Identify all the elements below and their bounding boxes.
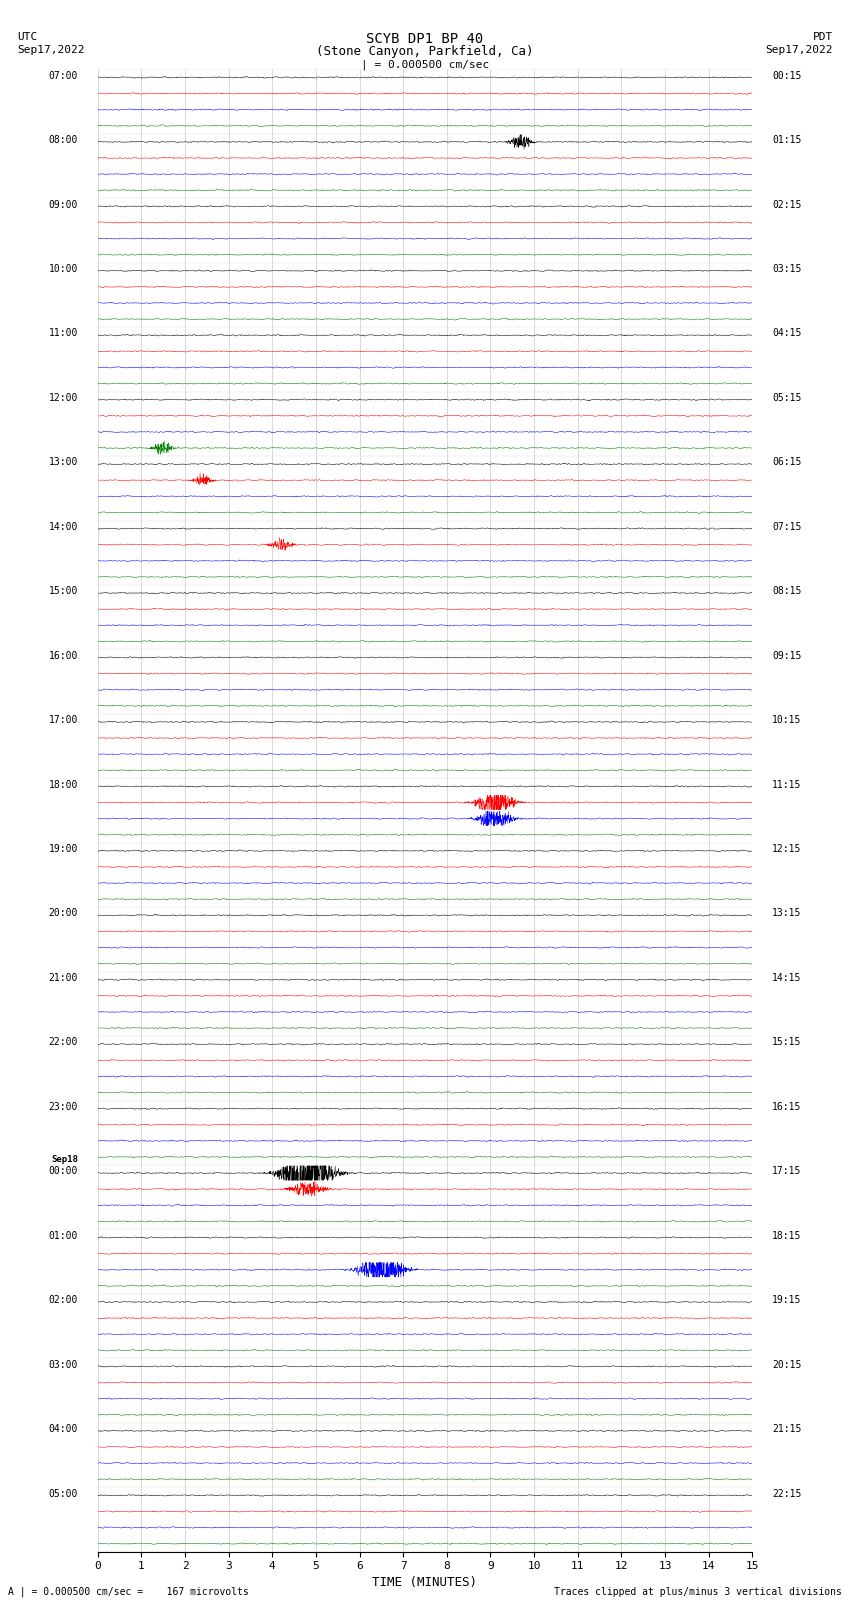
Text: 07:15: 07:15: [772, 521, 802, 532]
Text: 21:00: 21:00: [48, 973, 78, 982]
Text: 10:00: 10:00: [48, 265, 78, 274]
Text: 18:00: 18:00: [48, 779, 78, 790]
Text: 08:00: 08:00: [48, 135, 78, 145]
Text: 03:15: 03:15: [772, 265, 802, 274]
Text: 04:15: 04:15: [772, 329, 802, 339]
Text: 02:15: 02:15: [772, 200, 802, 210]
Text: SCYB DP1 BP 40: SCYB DP1 BP 40: [366, 32, 484, 47]
Text: 00:00: 00:00: [48, 1166, 78, 1176]
Text: 03:00: 03:00: [48, 1360, 78, 1369]
Text: 19:15: 19:15: [772, 1295, 802, 1305]
Text: 09:15: 09:15: [772, 650, 802, 661]
Text: 17:00: 17:00: [48, 715, 78, 726]
Text: A | = 0.000500 cm/sec =    167 microvolts: A | = 0.000500 cm/sec = 167 microvolts: [8, 1586, 249, 1597]
Text: 11:15: 11:15: [772, 779, 802, 790]
Text: 05:00: 05:00: [48, 1489, 78, 1498]
Text: 12:00: 12:00: [48, 394, 78, 403]
Text: 20:00: 20:00: [48, 908, 78, 918]
Text: 23:00: 23:00: [48, 1102, 78, 1111]
Text: 15:00: 15:00: [48, 586, 78, 597]
Text: 21:15: 21:15: [772, 1424, 802, 1434]
Text: 14:00: 14:00: [48, 521, 78, 532]
Text: 12:15: 12:15: [772, 844, 802, 853]
Text: 00:15: 00:15: [772, 71, 802, 81]
Text: 06:15: 06:15: [772, 458, 802, 468]
Text: 02:00: 02:00: [48, 1295, 78, 1305]
Text: 10:15: 10:15: [772, 715, 802, 726]
Text: 15:15: 15:15: [772, 1037, 802, 1047]
Text: 17:15: 17:15: [772, 1166, 802, 1176]
Text: 13:00: 13:00: [48, 458, 78, 468]
Text: 01:15: 01:15: [772, 135, 802, 145]
Text: 05:15: 05:15: [772, 394, 802, 403]
Text: 22:00: 22:00: [48, 1037, 78, 1047]
Text: 16:00: 16:00: [48, 650, 78, 661]
Text: 08:15: 08:15: [772, 586, 802, 597]
Text: 16:15: 16:15: [772, 1102, 802, 1111]
Text: 14:15: 14:15: [772, 973, 802, 982]
Text: 01:00: 01:00: [48, 1231, 78, 1240]
Text: UTC: UTC: [17, 32, 37, 42]
Text: 22:15: 22:15: [772, 1489, 802, 1498]
Text: (Stone Canyon, Parkfield, Ca): (Stone Canyon, Parkfield, Ca): [316, 45, 534, 58]
Text: Sep18: Sep18: [51, 1155, 78, 1165]
Text: Traces clipped at plus/minus 3 vertical divisions: Traces clipped at plus/minus 3 vertical …: [553, 1587, 842, 1597]
Text: 19:00: 19:00: [48, 844, 78, 853]
Text: 20:15: 20:15: [772, 1360, 802, 1369]
X-axis label: TIME (MINUTES): TIME (MINUTES): [372, 1576, 478, 1589]
Text: 07:00: 07:00: [48, 71, 78, 81]
Text: Sep17,2022: Sep17,2022: [766, 45, 833, 55]
Text: 09:00: 09:00: [48, 200, 78, 210]
Text: 13:15: 13:15: [772, 908, 802, 918]
Text: | = 0.000500 cm/sec: | = 0.000500 cm/sec: [361, 60, 489, 71]
Text: 11:00: 11:00: [48, 329, 78, 339]
Text: Sep17,2022: Sep17,2022: [17, 45, 84, 55]
Text: 18:15: 18:15: [772, 1231, 802, 1240]
Text: PDT: PDT: [813, 32, 833, 42]
Text: 04:00: 04:00: [48, 1424, 78, 1434]
